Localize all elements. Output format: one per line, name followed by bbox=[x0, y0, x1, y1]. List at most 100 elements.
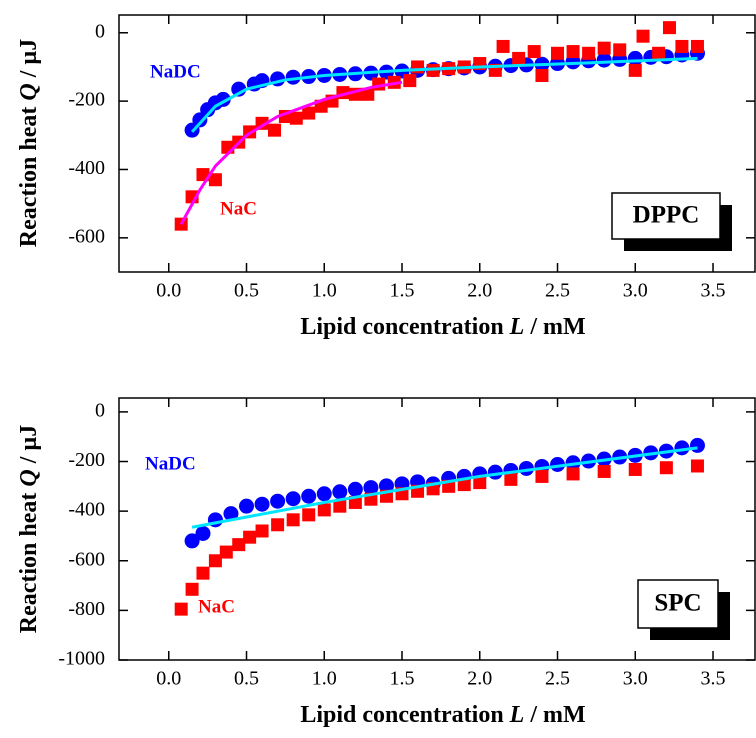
data-point bbox=[496, 39, 510, 53]
data-point bbox=[192, 112, 208, 128]
data-point bbox=[457, 478, 471, 492]
data-point bbox=[254, 496, 270, 512]
y-axis-label: Reaction heat Q / µJ bbox=[16, 39, 42, 247]
series-label: NaC bbox=[220, 198, 257, 219]
data-point bbox=[317, 503, 331, 517]
series-label: NaDC bbox=[150, 61, 201, 82]
y-tick-label: -1000 bbox=[58, 648, 105, 670]
y-axis-label-part: / µJ bbox=[16, 425, 42, 470]
x-axis-label-part: / mM bbox=[524, 314, 585, 340]
data-point bbox=[219, 545, 233, 559]
y-axis-label-part: Q bbox=[16, 469, 42, 486]
data-point bbox=[196, 566, 210, 580]
data-point bbox=[689, 437, 705, 453]
fit-line bbox=[190, 56, 698, 133]
data-point bbox=[527, 45, 541, 59]
data-point bbox=[627, 50, 643, 66]
y-tick-label: -400 bbox=[68, 499, 105, 521]
y-axis-label-part: / µJ bbox=[16, 39, 42, 84]
data-point bbox=[403, 74, 417, 88]
data-point bbox=[347, 481, 363, 497]
x-tick-label: 1.0 bbox=[312, 280, 337, 302]
data-point bbox=[628, 63, 642, 77]
y-tick-label: 0 bbox=[95, 20, 105, 42]
y-axis-label: Reaction heat Q / µJ bbox=[16, 425, 42, 633]
x-tick-label: 3.0 bbox=[623, 668, 648, 690]
data-point bbox=[255, 524, 269, 538]
data-point bbox=[652, 46, 666, 60]
data-point bbox=[286, 513, 300, 527]
fit-line bbox=[179, 80, 403, 225]
data-point bbox=[271, 518, 285, 532]
data-point bbox=[597, 41, 611, 55]
data-point bbox=[565, 54, 581, 70]
data-point bbox=[174, 602, 188, 616]
data-point bbox=[613, 43, 627, 57]
x-tick-label: 2.0 bbox=[467, 668, 492, 690]
data-point bbox=[690, 39, 704, 53]
data-point bbox=[551, 46, 565, 60]
data-point bbox=[504, 472, 518, 486]
x-tick-label: 1.0 bbox=[312, 668, 337, 690]
y-tick-label: -400 bbox=[68, 157, 105, 179]
y-tick-label: -600 bbox=[68, 548, 105, 570]
x-tick-label: 3.5 bbox=[701, 280, 726, 302]
data-point bbox=[285, 491, 301, 507]
data-point bbox=[535, 68, 549, 82]
data-point bbox=[535, 469, 549, 483]
data-point bbox=[628, 462, 642, 476]
data-point bbox=[566, 467, 580, 481]
data-point bbox=[223, 506, 239, 522]
data-point bbox=[662, 21, 676, 35]
x-axis-label-part: L bbox=[509, 314, 525, 340]
data-point bbox=[316, 486, 332, 502]
series-label: NaC bbox=[198, 596, 235, 617]
data-point bbox=[378, 478, 394, 494]
data-point bbox=[208, 554, 222, 568]
x-tick-label: 2.0 bbox=[467, 280, 492, 302]
data-point bbox=[289, 111, 303, 125]
data-point bbox=[596, 52, 612, 68]
x-axis-label: Lipid concentration L / mM bbox=[300, 702, 585, 728]
data-point bbox=[243, 530, 257, 544]
data-point bbox=[270, 493, 286, 509]
plot-frame bbox=[118, 397, 756, 661]
data-point bbox=[675, 39, 689, 53]
data-point bbox=[636, 29, 650, 43]
x-axis-label-part: Lipid concentration bbox=[300, 702, 509, 728]
fit-line bbox=[191, 446, 698, 529]
panel-label: DPPC bbox=[633, 202, 700, 229]
data-point bbox=[597, 464, 611, 478]
data-point bbox=[550, 456, 566, 472]
data-point bbox=[582, 46, 596, 60]
y-tick-label: -200 bbox=[68, 449, 105, 471]
x-tick-label: 0.0 bbox=[156, 668, 181, 690]
data-point bbox=[302, 106, 316, 120]
data-point bbox=[512, 51, 526, 65]
data-point bbox=[333, 499, 347, 513]
data-point bbox=[659, 461, 673, 475]
x-tick-label: 2.5 bbox=[545, 280, 570, 302]
data-point bbox=[361, 87, 375, 101]
x-axis-label-part: L bbox=[509, 702, 525, 728]
data-point bbox=[239, 498, 255, 514]
x-tick-label: 2.5 bbox=[545, 668, 570, 690]
x-tick-label: 3.0 bbox=[623, 280, 648, 302]
data-point bbox=[232, 538, 246, 552]
x-tick-label: 3.5 bbox=[701, 668, 726, 690]
y-axis-label-part: Reaction heat bbox=[16, 487, 42, 634]
data-point bbox=[332, 484, 348, 500]
panel-label: SPC bbox=[654, 590, 701, 617]
data-point bbox=[302, 508, 316, 522]
y-axis-label-part: Q bbox=[16, 83, 42, 100]
data-point bbox=[301, 488, 317, 504]
data-point bbox=[184, 533, 200, 549]
x-tick-label: 0.0 bbox=[156, 280, 181, 302]
x-axis-label-part: / mM bbox=[524, 702, 585, 728]
label-box bbox=[611, 192, 721, 240]
x-axis-label: Lipid concentration L / mM bbox=[300, 314, 585, 340]
data-point bbox=[411, 60, 425, 74]
y-tick-label: -200 bbox=[68, 89, 105, 111]
data-point bbox=[473, 476, 487, 490]
